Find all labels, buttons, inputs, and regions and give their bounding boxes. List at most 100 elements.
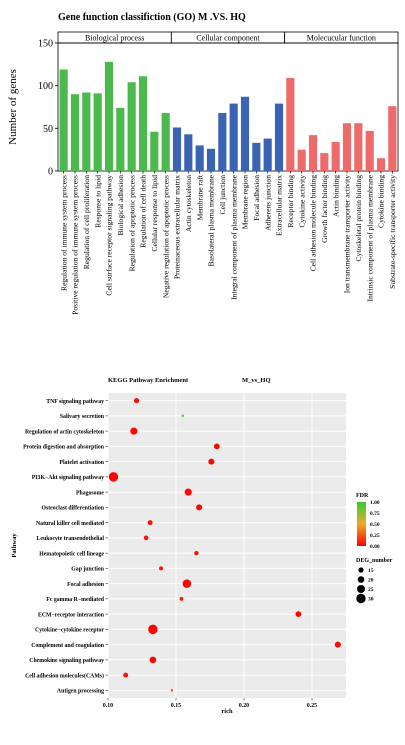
- kegg-point: [133, 398, 140, 404]
- kegg-point: [334, 641, 341, 648]
- go-x-tick-label: Ion transmembrane transporter activity: [343, 175, 352, 293]
- go-y-axis-label: Number of genes: [7, 69, 19, 145]
- kegg-pathway-label: Leukocyte transendothelial: [37, 536, 105, 542]
- kegg-pathway-label: TNF signaling pathway: [46, 399, 104, 405]
- go-bar: [388, 106, 397, 171]
- colorbar-tick-label: 0.50: [370, 522, 380, 528]
- go-x-tick-label: Actin binding: [331, 175, 340, 217]
- kegg-point: [147, 520, 153, 526]
- go-x-tick-label: Positive regulation of immune system pro…: [71, 175, 80, 315]
- go-bar: [161, 112, 170, 171]
- kegg-pathway-label: Cell adhesion molecules(CAMs): [25, 672, 104, 679]
- kegg-panel: [108, 393, 346, 698]
- go-x-tick-label: Receptor binding: [286, 175, 295, 228]
- go-x-tick-label: Cytoskeletal protein binding: [354, 175, 363, 262]
- kegg-point: [184, 488, 192, 496]
- go-x-tick-label: Regulation of cell proliferation: [82, 175, 91, 269]
- kegg-pathway-label: Complement and coagulation: [31, 643, 105, 649]
- go-x-tick-label: Membrane raft: [195, 174, 204, 220]
- go-x-tick-label: Growth factor binding: [320, 175, 329, 243]
- kegg-point: [148, 624, 158, 635]
- kegg-point: [143, 535, 149, 541]
- size-legend-dot: [357, 585, 365, 593]
- kegg-point: [123, 672, 129, 678]
- go-y-tick-label: 100: [38, 81, 53, 92]
- go-title: Gene function classifiction (GO) M .VS. …: [58, 12, 246, 23]
- go-y-tick-label: 50: [43, 124, 53, 135]
- kegg-x-tick-label: 0.25: [307, 703, 317, 709]
- go-bar: [195, 145, 204, 171]
- kegg-pathway-label: Salivary secretion: [60, 414, 105, 420]
- go-bar: [150, 131, 159, 171]
- colorbar-tick-label: 1.00: [370, 500, 380, 506]
- kegg-x-tick-label: 0.20: [239, 703, 249, 709]
- go-x-tick-label: Cellular response to lipid: [150, 175, 159, 252]
- kegg-point: [130, 427, 138, 435]
- go-bar: [297, 149, 306, 171]
- kegg-pathway-label: Phagosome: [76, 490, 104, 496]
- go-bar: [116, 107, 125, 171]
- go-x-tick-label: Response to lipid: [93, 175, 102, 228]
- kegg-pathway-label: Platelet activation: [59, 460, 104, 466]
- size-legend-label: 25: [368, 587, 374, 593]
- size-legend-dot: [358, 567, 364, 573]
- kegg-title: KEGG Pathway Enrichment: [108, 377, 189, 384]
- size-legend-dot: [356, 593, 366, 604]
- kegg-pathway-label: Protein digestion and absorption: [23, 445, 105, 451]
- go-group-label: Cellular component: [196, 34, 260, 43]
- kegg-point: [108, 472, 119, 482]
- go-x-tick-label: Cell adhesion molecule binding: [309, 175, 318, 272]
- kegg-x-tick-label: 0.10: [103, 703, 113, 709]
- go-x-tick-label: Regulation of cell death: [139, 175, 148, 248]
- kegg-pathway-label: ECM−receptor interaction: [38, 612, 105, 618]
- kegg-point: [179, 596, 184, 601]
- go-bar: [376, 158, 386, 171]
- kegg-pathway-label: Osteoclast differentiation: [41, 506, 104, 512]
- go-x-tick-label: Proteinaceous extracellular matrix: [173, 175, 182, 279]
- kegg-pathway-label: Natural killer cell mediated: [36, 521, 105, 527]
- go-bar: [184, 134, 193, 171]
- kegg-point: [182, 579, 192, 588]
- kegg-pathway-label: PI3K−Akt signaling pathway: [32, 475, 104, 481]
- go-x-tick-label: Regulation of immune system process: [59, 175, 68, 291]
- go-group-label: Biological process: [85, 34, 144, 43]
- kegg-point: [149, 656, 157, 664]
- go-bar: [82, 92, 91, 171]
- size-legend-label: 15: [368, 568, 374, 574]
- go-bar-chart: Gene function classifiction (GO) M .VS. …: [7, 12, 399, 315]
- go-y-tick-label: 150: [38, 39, 53, 50]
- go-bar: [308, 135, 318, 171]
- go-bar: [229, 103, 238, 171]
- go-x-tick-label: Integral component of plasma membrane: [229, 174, 238, 299]
- go-x-tick-label: Cell junction: [218, 175, 227, 215]
- kegg-x-axis-label: rich: [221, 708, 233, 715]
- colorbar: [357, 502, 366, 546]
- go-bar: [59, 69, 68, 171]
- kegg-pathway-label: Chemokine signaling pathway: [29, 658, 104, 664]
- go-bar: [138, 76, 148, 171]
- go-x-tick-label: Cell surface receptor signaling pathway: [105, 175, 114, 296]
- go-bar: [365, 130, 374, 171]
- kegg-point: [208, 458, 215, 465]
- kegg-pathway-label: Cytokine−cytokine receptor: [35, 628, 104, 634]
- kegg-pathway-label: Antigen processing: [57, 689, 104, 695]
- go-x-tick-label: Cytokine binding: [377, 175, 386, 228]
- go-x-tick-label: Actin cytoskeleton: [184, 175, 193, 232]
- go-bar: [104, 61, 114, 172]
- go-bar: [70, 94, 80, 171]
- kegg-point: [196, 504, 203, 511]
- go-x-tick-label: Extracellular matrix: [275, 175, 284, 236]
- colorbar-tick-label: 0.00: [370, 544, 380, 550]
- colorbar-tick-label: 0.25: [370, 533, 380, 539]
- go-bar: [331, 141, 340, 171]
- go-bar: [263, 138, 272, 171]
- kegg-point: [159, 566, 164, 571]
- go-x-tick-label: Adherens junction: [263, 175, 272, 231]
- go-bar: [240, 96, 250, 171]
- kegg-point: [213, 443, 220, 450]
- go-bar: [218, 112, 227, 171]
- kegg-pathway-label: Fc gamma R−mediated: [46, 597, 104, 603]
- go-bar: [342, 123, 352, 171]
- go-x-tick-label: Membrane region: [241, 175, 250, 229]
- colorbar-tick-label: 0.75: [370, 511, 380, 517]
